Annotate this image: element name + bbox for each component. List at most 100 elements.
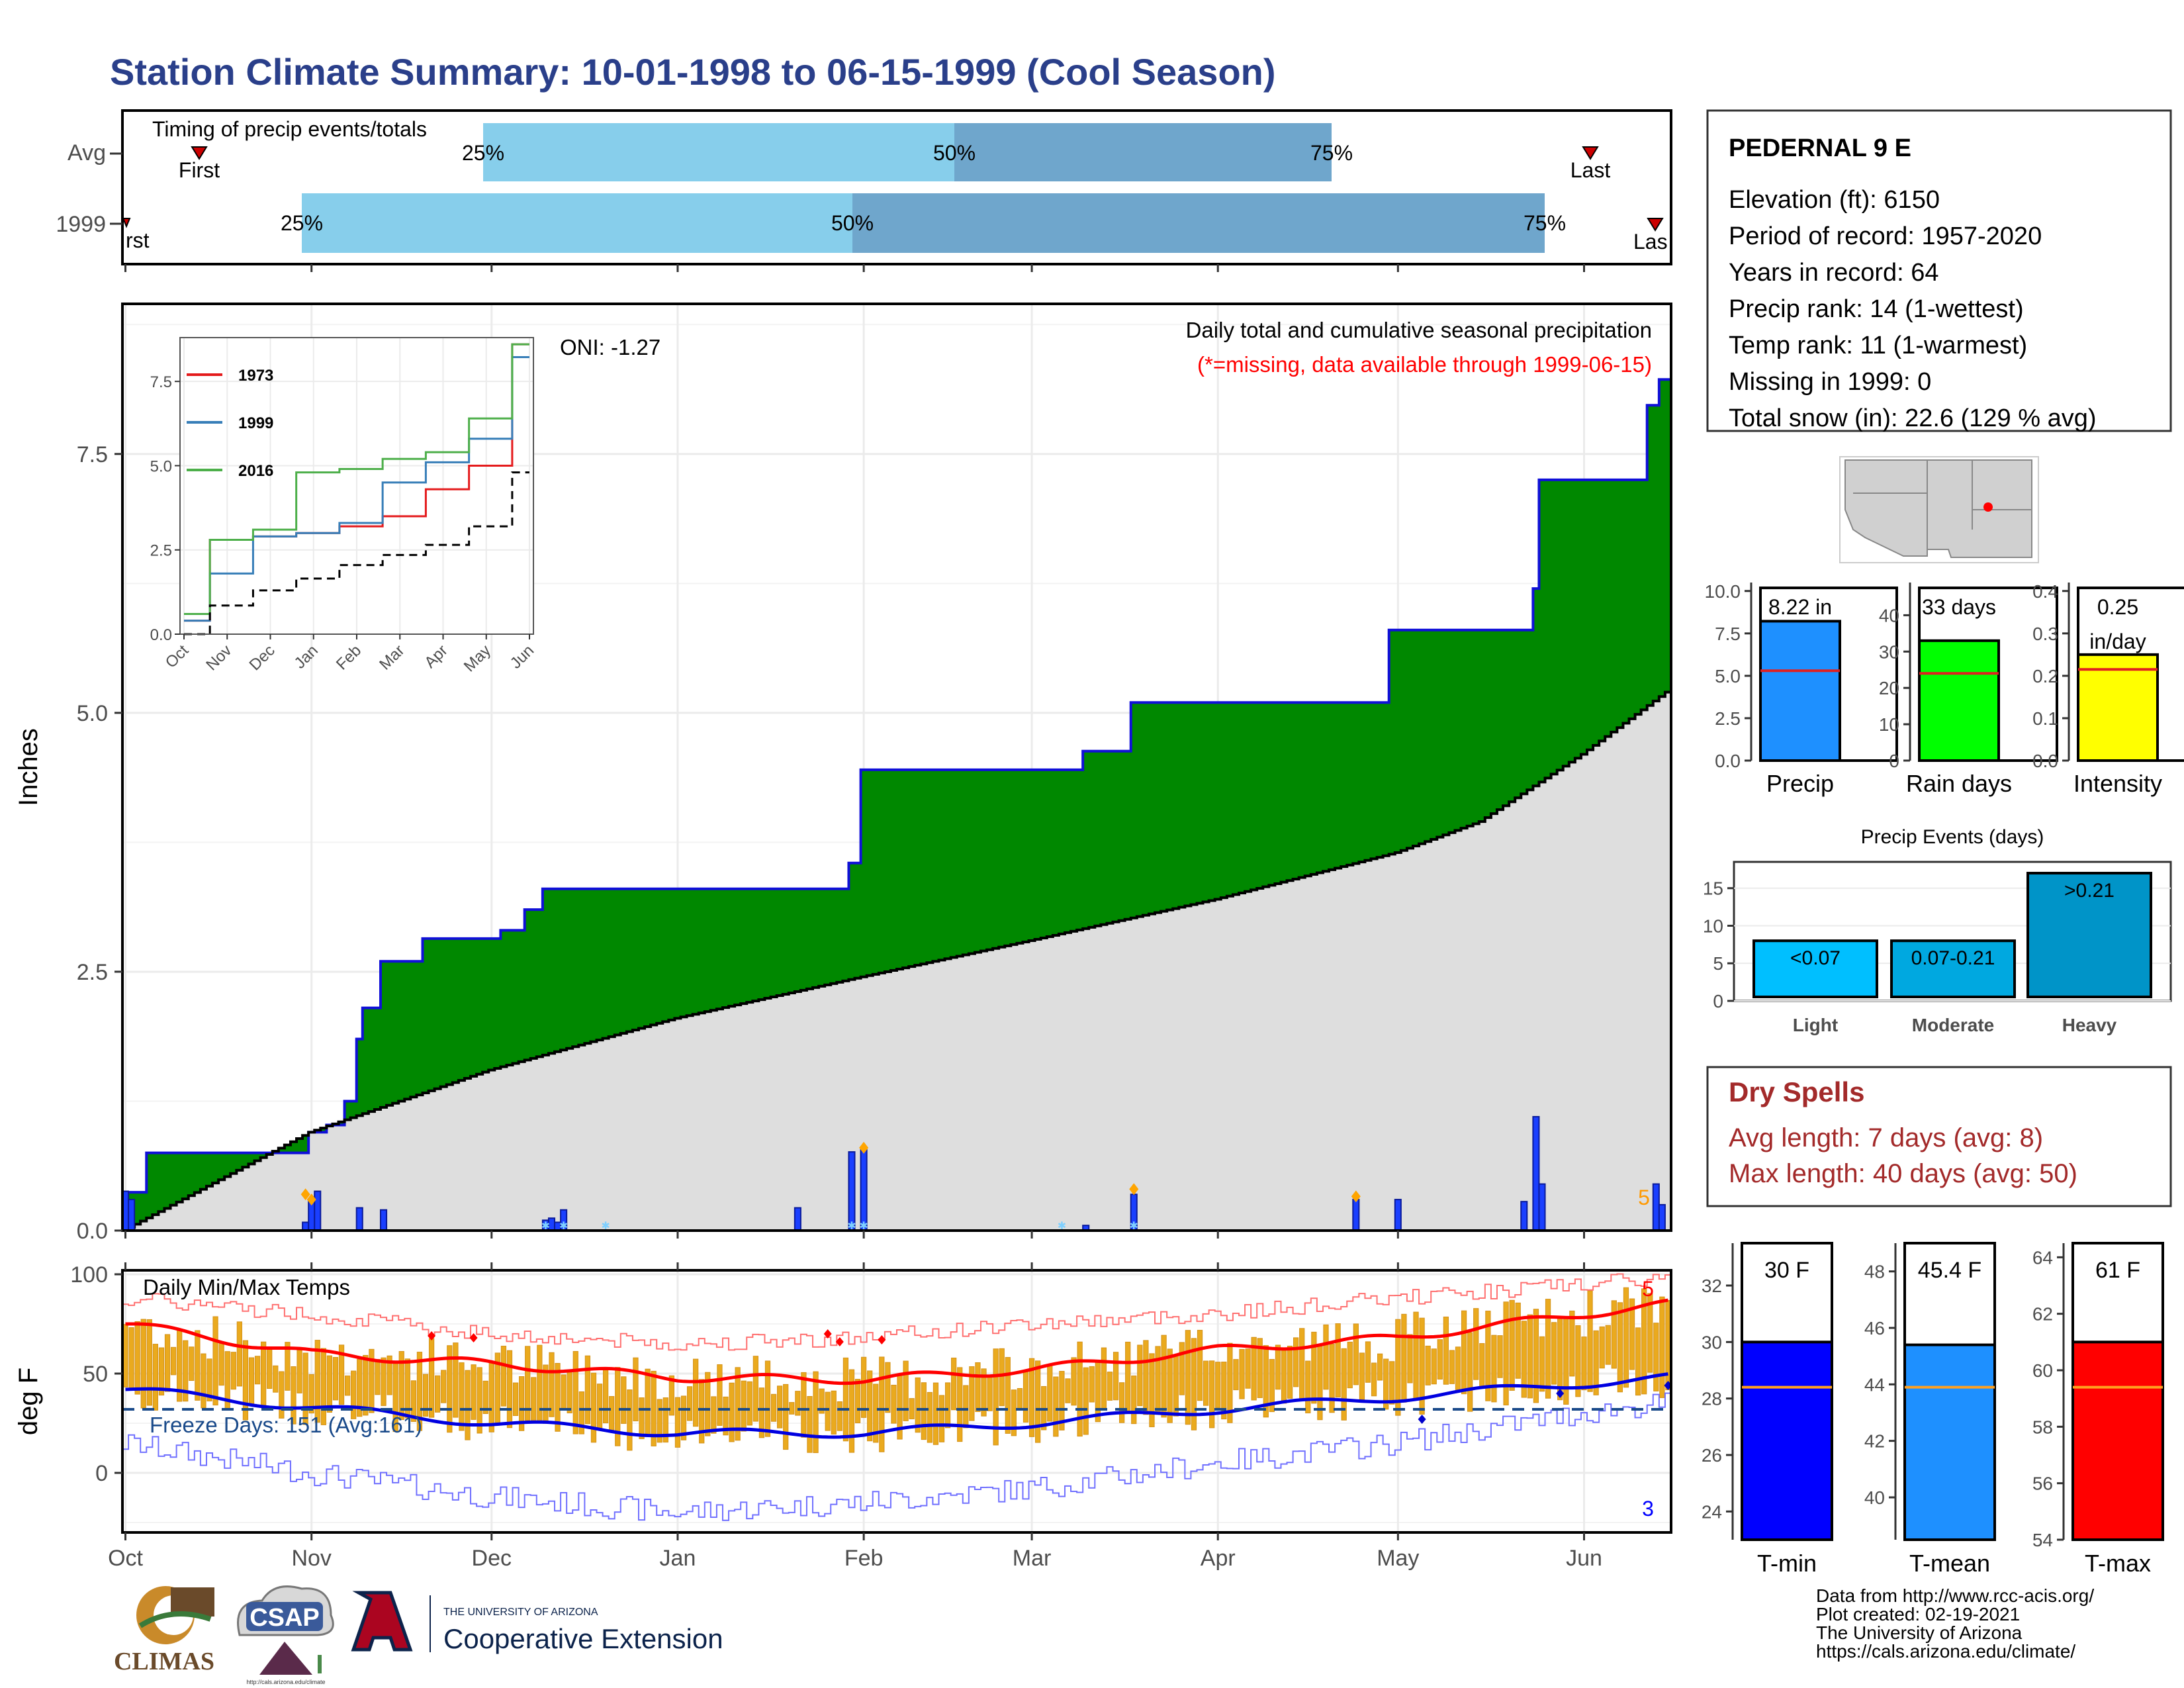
bar-value-label: 30 F [1764,1258,1809,1283]
daily-bar [380,1209,388,1232]
temp-range-bar [1539,1336,1545,1392]
temp-range-bar [164,1334,171,1392]
temp-range-bar [404,1358,410,1419]
credit-line-3: https://cals.arizona.edu/climate/ [1816,1641,2075,1662]
credit-line-2: The University of Arizona [1816,1622,2023,1643]
temp-range-bar [218,1342,224,1386]
temp-range-bar [993,1348,999,1446]
temp-range-bar [909,1398,915,1419]
y-tick-label: 7.5 [77,442,108,467]
inset-x-label: Apr [421,641,451,672]
y-tick-label: 5.0 [77,701,108,726]
temp-range-bar [422,1374,429,1417]
dry-spells-avg: Avg length: 7 days (avg: 8) [1729,1123,2043,1152]
legend-label: 1973 [238,367,273,385]
station-line-0: Elevation (ft): 6150 [1729,186,1940,214]
temp-range-bar [860,1356,867,1418]
temp-range-bar [1239,1348,1245,1399]
temp-range-bar [140,1319,146,1409]
temp-range-bar [1113,1352,1119,1401]
y-tick-label: 10.0 [1705,581,1741,602]
temp-range-bar [1401,1313,1407,1403]
y-tick-label: 100 [70,1262,108,1288]
temp-range-bar [680,1395,687,1440]
inset-x-label: May [461,641,494,675]
inset-series-lines [184,343,529,635]
y-tick-label: 48 [1864,1262,1885,1282]
events-bar-label: >0.21 [2064,880,2115,902]
temp-range-bar [848,1369,855,1453]
inset-x-label: Dec [246,641,278,674]
temp-range-bar [1071,1357,1077,1406]
temp-summary-bars: 24 26 28 30 32 30 F T-min 40 42 44 46 48 45.4 F T-mea… [1702,1242,2164,1577]
temp-range-bar [1023,1371,1029,1423]
temp-range-bar [326,1355,333,1413]
inset-x-label: Jun [507,641,537,672]
temp-range-bar [453,1342,459,1418]
daily-temp-range-bars [122,1287,1671,1454]
temp-corner-top: 5 [1642,1277,1654,1301]
temp-range-bar [428,1338,435,1418]
temp-range-bar [837,1401,842,1431]
temp-range-bar [1659,1296,1665,1398]
temp-range-bar [1575,1325,1581,1397]
temp-range-bar [1389,1361,1395,1405]
precip-header: Daily total and cumulative seasonal prec… [1186,318,1652,342]
temp-range-bar [1263,1345,1269,1418]
bar-category-label: T-max [2085,1550,2151,1577]
temp-range-bar [296,1349,302,1393]
y-tick-label: 26 [1702,1445,1722,1466]
y-tick-label: 44 [1864,1374,1885,1395]
timing-avg-50: 50% [933,141,976,165]
page-title: Station Climate Summary: 10-01-1998 to 0… [110,51,1276,93]
temp-range-bar [1449,1350,1455,1384]
temp-range-bar [1419,1317,1425,1415]
missing-star: ✱ [1058,1221,1066,1232]
temp-y-axis: 0 50 100 [70,1262,122,1486]
temp-range-bar [615,1367,621,1446]
dry-spells-box: Dry Spells Avg length: 7 days (avg: 8) M… [1706,1066,2172,1207]
temp-range-bar [273,1365,279,1393]
y-tick-label: 42 [1864,1431,1885,1452]
first-marker-avg [191,146,208,160]
temp-range-bar [1269,1359,1275,1413]
bar-value [1741,1340,1833,1542]
daily-bar [1520,1201,1528,1232]
temp-range-bar [567,1371,572,1413]
temp-range-bar [572,1351,578,1434]
credits: Data from http://www.rcc-acis.org/ Plot … [1816,1585,2094,1662]
temp-range-bar [1167,1348,1173,1423]
record-high-marker [835,1337,844,1346]
temp-range-bar [651,1370,657,1446]
y-tick-label: 0.0 [77,1219,108,1244]
temp-range-bar [291,1366,296,1425]
timing-row-1999: 1999 [56,212,106,237]
temp-range-bar [1605,1325,1611,1365]
missing-star: ✱ [859,1221,868,1232]
temp-range-bar [1059,1371,1065,1430]
record-low-marker [1418,1415,1426,1424]
y-tick-label: 50 [83,1362,108,1387]
temp-range-bar [1467,1332,1473,1412]
temp-range-bar [1011,1389,1017,1436]
temp-range-bar [134,1321,140,1395]
temp-range-bar [1125,1341,1131,1414]
y-tick-label: 0.0 [2032,751,2058,771]
temp-range-bar [531,1377,537,1423]
daily-bar [860,1149,868,1231]
temp-bar-t-mean: 40 42 44 46 48 45.4 F T-mean [1864,1242,1996,1577]
temp-range-bar [363,1354,369,1416]
y-tick-label: 0.1 [2032,708,2058,729]
bar-category-label: T-min [1757,1550,1817,1577]
temp-range-bar [1005,1357,1011,1434]
y-tick-label: 0.3 [2032,624,2058,644]
temp-range-bar [1095,1362,1101,1423]
temp-range-bar [621,1376,627,1424]
temp-range-bar [969,1366,975,1421]
events-bar-light [1752,939,1878,999]
temp-range-bar [867,1370,873,1442]
temp-range-bar [398,1351,404,1421]
temp-range-bar [1623,1287,1629,1388]
temp-range-bar [170,1346,177,1376]
